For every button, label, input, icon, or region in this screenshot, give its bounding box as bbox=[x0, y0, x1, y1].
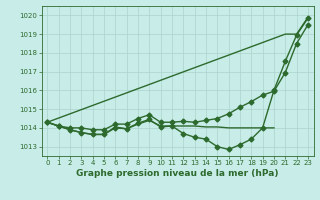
X-axis label: Graphe pression niveau de la mer (hPa): Graphe pression niveau de la mer (hPa) bbox=[76, 169, 279, 178]
